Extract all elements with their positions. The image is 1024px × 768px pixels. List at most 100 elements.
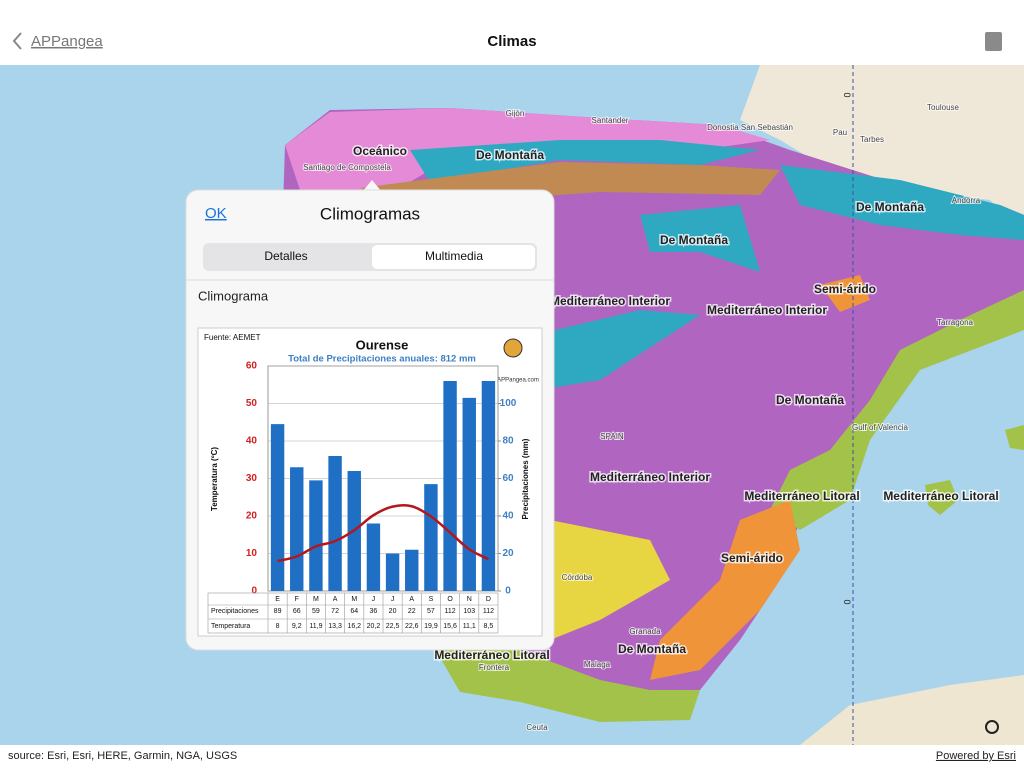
chart-subtitle: Total de Precipitaciones anuales: 812 mm	[288, 354, 476, 365]
table-value: 13,3	[328, 623, 342, 630]
y-tick-label: 0	[251, 586, 257, 597]
y2-axis-label: Precipitaciones (mm)	[521, 438, 530, 519]
zone-semiarid	[650, 500, 800, 680]
y2-tick-label: 0	[505, 586, 511, 597]
table-value: 20	[389, 608, 397, 615]
y-tick-label: 60	[246, 361, 258, 372]
bar	[424, 484, 438, 591]
zone-coastal	[770, 290, 1024, 530]
bar	[385, 553, 400, 591]
bar	[481, 381, 496, 591]
bar	[290, 467, 304, 591]
table-value: 22,5	[386, 623, 400, 630]
zone-label: De Montaña	[776, 393, 844, 407]
zone-yellow	[550, 520, 670, 640]
popup-arrow	[362, 180, 382, 192]
tab-selected	[372, 245, 535, 269]
locate-button[interactable]	[985, 720, 999, 734]
zone-label: De Montaña	[660, 233, 728, 247]
table	[207, 592, 499, 634]
row-label: Temperatura	[211, 623, 250, 630]
table-value: 19,9	[424, 623, 438, 630]
section-title: Climograma	[198, 288, 269, 303]
zone-label: Semi-árido	[814, 282, 876, 296]
bar	[443, 381, 457, 591]
zone-semiarid	[820, 275, 870, 312]
category-label: J	[372, 596, 376, 603]
powered-by[interactable]: Powered by Esri	[936, 750, 1016, 762]
meridian-label: 0	[842, 92, 852, 97]
menu-icon[interactable]	[985, 32, 1002, 51]
chart-brand: APPangea.com	[497, 378, 539, 384]
table-value: 9,2	[292, 623, 302, 630]
table-value: 22	[408, 608, 416, 615]
category-label: J	[391, 596, 395, 603]
chart-title: Ourense	[356, 337, 409, 352]
category-label: A	[333, 596, 338, 603]
y-tick-label: 10	[246, 548, 258, 559]
place-label: Ceuta	[526, 723, 548, 732]
ok-button[interactable]: OK	[205, 205, 227, 222]
table-value: 112	[483, 608, 494, 615]
y2-tick-label: 40	[502, 511, 514, 522]
table-value: 15,6	[443, 623, 457, 630]
zone-coastal	[430, 640, 700, 722]
island	[1005, 425, 1024, 450]
tab[interactable]: Detalles	[264, 249, 307, 263]
category-label: D	[486, 596, 491, 603]
place-label: Santiago de Compostela	[303, 163, 391, 172]
category-label: M	[313, 596, 319, 603]
y2-tick-label: 80	[502, 436, 514, 447]
nav-background	[0, 0, 1024, 65]
back-chevron[interactable]	[12, 32, 22, 50]
table-value: 103	[463, 608, 475, 615]
category-label: A	[409, 596, 414, 603]
france-land	[740, 65, 1024, 235]
y2-tick-label: 100	[500, 398, 517, 409]
table-value: 16,2	[347, 623, 361, 630]
tab[interactable]: Multimedia	[425, 249, 483, 263]
zone-label: Mediterráneo Interior	[550, 294, 670, 308]
back-link[interactable]: APPangea	[31, 33, 103, 50]
zone-label: Mediterráneo Interior	[707, 303, 827, 317]
place-label: Andorra	[952, 196, 981, 205]
meridian-label: 0	[842, 599, 852, 604]
table-value: 20,2	[367, 623, 381, 630]
zone-label: Mediterráneo Litoral	[434, 648, 549, 662]
place-label: Tarragona	[937, 318, 974, 327]
zone-label: Semi-árido	[721, 551, 783, 565]
y2-tick-label: 60	[502, 473, 514, 484]
island	[925, 480, 958, 515]
bar	[405, 549, 419, 591]
table-value: 64	[350, 608, 358, 615]
category-label: S	[429, 596, 434, 603]
zone-label: Mediterráneo Interior	[590, 470, 710, 484]
logo	[503, 338, 523, 358]
table-value: 36	[370, 608, 378, 615]
table-value: 66	[293, 608, 301, 615]
chart-source: Fuente: AEMET	[204, 333, 261, 342]
table-value: 8	[276, 623, 280, 630]
popup-title: Climogramas	[320, 204, 420, 223]
y-tick-label: 30	[246, 473, 258, 484]
bar	[270, 424, 285, 591]
place-label: Granada	[629, 627, 661, 636]
table-value: 8,5	[484, 623, 494, 630]
place-label: Santander	[592, 116, 629, 125]
table-value: 22,6	[405, 623, 419, 630]
nav-title: Climas	[487, 33, 536, 50]
bar	[328, 456, 342, 591]
bar	[462, 397, 476, 591]
zone-mountain	[410, 140, 760, 182]
category-label: N	[467, 596, 472, 603]
y-axis-label: Temperatura (ºC)	[210, 447, 219, 511]
zone-label: Mediterráneo Litoral	[883, 489, 998, 503]
zone-label: Mediterráneo Litoral	[744, 489, 859, 503]
place-label: Gijón	[506, 109, 525, 118]
table-value: 57	[427, 608, 435, 615]
zone-mountain	[550, 310, 700, 388]
place-label: Donostia San Sebastián	[707, 123, 793, 132]
zone-label: De Montaña	[618, 642, 686, 656]
zone-mountain	[780, 165, 1024, 240]
